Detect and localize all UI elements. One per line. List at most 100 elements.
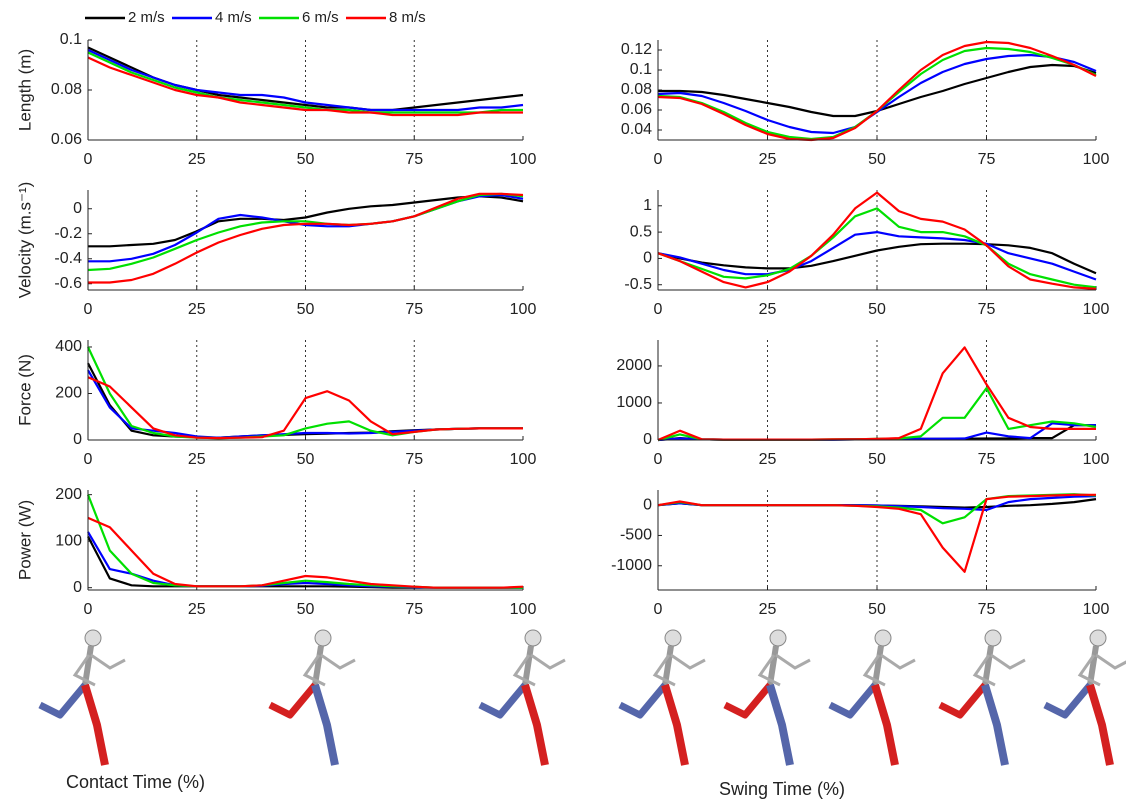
skull (1089, 629, 1107, 647)
spine (767, 645, 779, 686)
leg (268, 682, 318, 719)
x-tick-label: 25 (759, 151, 777, 168)
y-tick-label: 0.1 (60, 31, 82, 48)
y-tick-label: 0 (643, 431, 652, 448)
x-tick-label: 0 (84, 451, 93, 468)
series-line (657, 493, 1096, 573)
y-tick-label: 0.5 (630, 223, 652, 240)
x-tick-label: 0 (654, 601, 663, 618)
arm (530, 653, 566, 670)
x-tick-label: 25 (188, 151, 206, 168)
y-tick-label: 0.12 (621, 41, 652, 58)
y-tick-label: 0.06 (621, 101, 652, 118)
arm (862, 654, 886, 687)
series-line (87, 56, 523, 117)
y-tick-label: -0.4 (54, 250, 82, 267)
x-tick-label: 100 (510, 301, 537, 318)
arm (757, 654, 781, 687)
leg (38, 682, 88, 719)
x-tick-label: 25 (188, 301, 206, 318)
runner-figure (38, 629, 126, 766)
x-axis-label: Swing Time (%) (719, 779, 845, 799)
leg (938, 682, 988, 719)
y-tick-label: 1000 (616, 394, 652, 411)
skull (314, 629, 332, 647)
arm (652, 654, 676, 687)
series-line (657, 231, 1097, 281)
x-tick-label: 0 (84, 601, 93, 618)
x-tick-label: 25 (188, 451, 206, 468)
x-tick-label: 75 (405, 601, 423, 618)
arm (320, 653, 356, 670)
x-tick-label: 25 (759, 601, 777, 618)
y-tick-label: -0.2 (54, 225, 82, 242)
arm (1077, 654, 1101, 687)
legend-label: 8 m/s (389, 9, 426, 26)
y-tick-label: 200 (55, 385, 82, 402)
y-axis-label: Velocity (m.s⁻¹) (15, 182, 34, 299)
leg (981, 683, 1009, 766)
series-line (88, 195, 524, 248)
x-tick-label: 50 (868, 601, 886, 618)
x-axis-label: Contact Time (%) (66, 772, 205, 792)
x-tick-label: 75 (978, 151, 996, 168)
legend-label: 2 m/s (128, 9, 165, 26)
x-tick-label: 100 (510, 601, 537, 618)
x-tick-label: 25 (188, 601, 206, 618)
y-tick-label: 0 (73, 200, 82, 217)
arm (990, 653, 1026, 670)
y-tick-label: 0.08 (621, 81, 652, 98)
spine (872, 645, 884, 686)
runner-figure (1043, 629, 1126, 766)
x-tick-label: 100 (510, 451, 537, 468)
x-tick-label: 100 (1083, 601, 1110, 618)
leg (1043, 682, 1093, 719)
runner-figure (938, 629, 1026, 766)
arm (1095, 653, 1126, 670)
x-tick-label: 50 (297, 601, 315, 618)
runner-figure (268, 629, 356, 766)
x-tick-label: 50 (868, 301, 886, 318)
y-tick-label: -0.5 (624, 276, 652, 293)
leg (661, 683, 689, 766)
skull (84, 629, 102, 647)
x-tick-label: 75 (405, 451, 423, 468)
x-tick-label: 75 (978, 301, 996, 318)
y-tick-label: -0.6 (54, 275, 82, 292)
x-tick-label: 50 (297, 301, 315, 318)
y-tick-label: 200 (55, 486, 82, 503)
runner-figure (723, 629, 811, 766)
arm (72, 654, 96, 687)
y-axis-label: Force (N) (15, 354, 34, 426)
spine (1087, 645, 1099, 686)
series-line (657, 40, 1097, 142)
leg (478, 682, 528, 719)
y-tick-label: 0.04 (621, 121, 652, 138)
skull (524, 629, 542, 647)
series-line (87, 51, 523, 114)
series-line (657, 191, 1097, 290)
skull (664, 629, 682, 647)
arm (972, 654, 996, 687)
y-tick-label: 1 (643, 197, 652, 214)
leg (1086, 683, 1114, 766)
y-tick-label: 0.06 (51, 131, 82, 148)
leg (81, 683, 109, 766)
y-tick-label: 400 (55, 338, 82, 355)
x-tick-label: 0 (84, 151, 93, 168)
y-tick-label: 2000 (616, 357, 652, 374)
y-tick-label: 100 (55, 532, 82, 549)
arm (775, 653, 811, 670)
spine (982, 645, 994, 686)
skull (984, 629, 1002, 647)
x-tick-label: 100 (1083, 151, 1110, 168)
legend-label: 4 m/s (215, 9, 252, 26)
y-tick-label: -1000 (611, 557, 652, 574)
x-tick-label: 0 (84, 301, 93, 318)
skull (874, 629, 892, 647)
arm (880, 653, 916, 670)
skull (769, 629, 787, 647)
spine (662, 645, 674, 686)
y-tick-label: -500 (620, 527, 652, 544)
x-tick-label: 25 (759, 451, 777, 468)
